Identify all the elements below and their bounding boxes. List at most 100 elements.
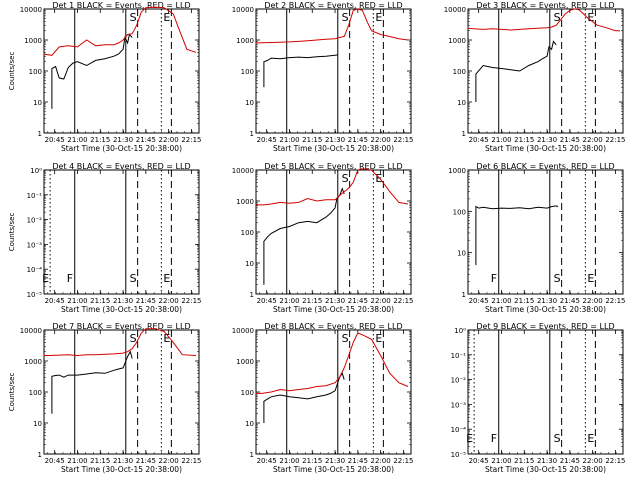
x-tick-label: 22:00 [159,457,179,465]
y-tick-label: 10 [245,260,254,268]
x-tick-label: 21:00 [67,297,87,305]
y-tick-label: 100 [453,68,466,76]
x-tick-label: 20:45 [257,136,277,144]
event-marker-label: S [342,172,349,185]
x-tick-label: 21:30 [325,297,345,305]
event-marker-label: S [554,11,561,24]
detector-panel: Det 5 BLACK = Events, RED = LLD 1 10 100 100… [232,162,414,314]
event-marker-label: E [163,332,170,345]
event-marker-label: S [342,11,349,24]
y-tick-label: 10⁻² [451,377,467,385]
x-tick-label: 22:15 [393,136,413,144]
plot-frame [467,169,624,295]
plot-frame [255,8,412,134]
y-tick-label: 1000 [24,358,42,366]
event-marker-label: S [554,272,561,285]
x-tick-label: 22:00 [583,136,603,144]
event-marker-label: E [587,272,594,285]
x-tick-label: 22:15 [181,136,201,144]
y-tick-label: 10000 [232,327,254,335]
y-tick-label: 10000 [232,6,254,14]
x-tick-label: 22:00 [583,457,603,465]
y-tick-label: 10000 [20,327,42,335]
y-tick-label: 10⁻⁴ [27,266,43,274]
x-tick-label: 20:45 [469,136,489,144]
x-tick-label: 21:00 [279,297,299,305]
lld-series-line [255,8,409,44]
x-tick-label: 21:30 [325,457,345,465]
x-tick-label: 21:45 [560,457,580,465]
x-tick-label: 21:00 [279,457,299,465]
x-axis-label: Start Time (30-Oct-15 20:38:00) [273,465,394,474]
y-tick-label: 1000 [448,37,466,45]
y-tick-label: 1 [250,130,254,138]
y-tick-label: 1 [462,130,466,138]
plot-frame [467,329,624,455]
y-tick-label: 10⁰ [30,167,42,175]
plot-frame [43,169,200,295]
panel-title: Det 4 BLACK = Events, RED = LLD [52,162,190,171]
x-tick-label: 21:15 [514,297,534,305]
y-tick-label: 10 [33,99,42,107]
detector-panel: Det 4 BLACK = Events, RED = LLD 10⁻⁵ 10⁻⁴ 1… [8,162,202,314]
x-axis-label: Start Time (30-Oct-15 20:38:00) [61,144,182,153]
event-marker-label: S [130,272,137,285]
y-tick-label: 100 [241,389,254,397]
event-marker-label: F [67,272,73,285]
x-tick-label: 21:15 [90,297,110,305]
events-series-line [51,350,133,414]
x-tick-label: 21:15 [302,457,322,465]
lld-series-line [255,332,409,394]
y-tick-label: 1 [250,451,254,459]
x-tick-label: 20:45 [45,136,65,144]
x-axis-label: Start Time (30-Oct-15 20:38:00) [273,144,394,153]
x-axis-label: Start Time (30-Oct-15 20:38:00) [61,465,182,474]
y-tick-label: 1000 [448,167,466,175]
event-marker-label: E [375,11,382,24]
x-tick-label: 22:00 [371,457,391,465]
y-tick-label: 10⁻¹ [27,192,43,200]
x-tick-label: 20:45 [45,457,65,465]
x-tick-label: 21:00 [491,457,511,465]
y-tick-label: 1000 [236,198,254,206]
x-axis-label: Start Time (30-Oct-15 20:38:00) [273,305,394,314]
x-tick-label: 21:15 [514,136,534,144]
x-tick-label: 22:15 [181,297,201,305]
y-tick-label: 10 [457,250,466,258]
panel-title: Det 7 BLACK = Events, RED = LLD [52,322,190,331]
panel-title: Det 3 BLACK = Events, RED = LLD [476,1,614,10]
y-tick-label: 100 [29,389,42,397]
y-tick-label: 10⁻⁴ [451,426,467,434]
y-tick-label: 10⁰ [454,327,466,335]
y-tick-label: 10000 [444,6,466,14]
lld-series-line [43,328,197,357]
x-tick-label: 22:15 [605,297,625,305]
x-tick-label: 21:45 [560,297,580,305]
x-tick-label: 21:00 [279,136,299,144]
event-marker-label: S [342,332,349,345]
x-tick-label: 21:15 [302,297,322,305]
y-tick-label: 10000 [20,6,42,14]
panel-title: Det 6 BLACK = Events, RED = LLD [476,162,614,171]
event-marker-label: E [466,432,473,445]
x-axis-label: Start Time (30-Oct-15 20:38:00) [485,144,606,153]
event-marker-label: E [587,11,594,24]
event-marker-label: S [130,332,137,345]
y-tick-label: 10⁻² [27,217,43,225]
lld-series-line [467,8,620,32]
x-tick-label: 22:15 [393,297,413,305]
detector-panel: Det 9 BLACK = Events, RED = LLD 10⁻⁵ 10⁻⁴ 1… [451,322,626,474]
panel-title: Det 8 BLACK = Events, RED = LLD [264,322,402,331]
lld-series-line [43,6,197,56]
panel-title: Det 9 BLACK = Events, RED = LLD [476,322,614,331]
x-tick-label: 21:30 [113,297,133,305]
x-tick-label: 22:15 [181,457,201,465]
y-tick-label: 10⁻¹ [451,352,467,360]
panel-title: Det 1 BLACK = Events, RED = LLD [52,1,190,10]
x-tick-label: 22:00 [371,297,391,305]
events-series-line [263,372,345,423]
x-tick-label: 21:30 [113,136,133,144]
x-tick-label: 22:00 [583,297,603,305]
x-tick-label: 21:45 [560,136,580,144]
x-axis-label: Start Time (30-Oct-15 20:38:00) [485,305,606,314]
